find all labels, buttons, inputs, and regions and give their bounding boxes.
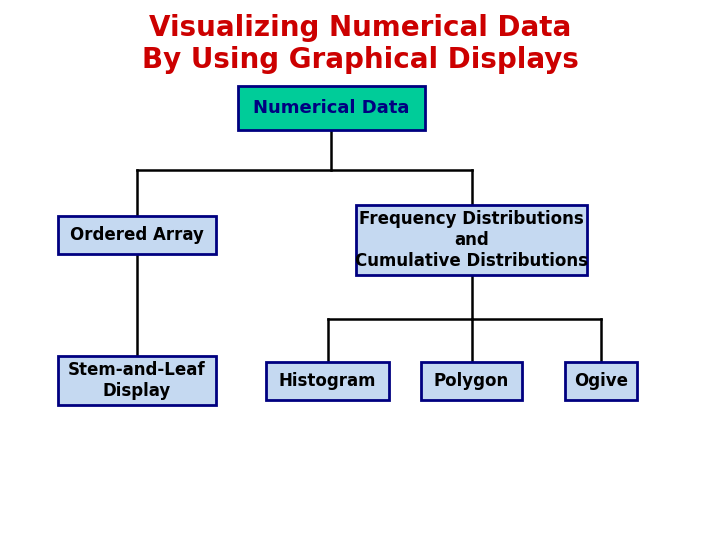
Text: Stem-and-Leaf
Display: Stem-and-Leaf Display: [68, 361, 206, 400]
Text: Ordered Array: Ordered Array: [70, 226, 204, 244]
FancyBboxPatch shape: [565, 362, 637, 400]
FancyBboxPatch shape: [238, 86, 425, 130]
Text: Frequency Distributions
and
Cumulative Distributions: Frequency Distributions and Cumulative D…: [355, 211, 588, 270]
Text: Histogram: Histogram: [279, 372, 377, 390]
Text: Visualizing Numerical Data
By Using Graphical Displays: Visualizing Numerical Data By Using Grap…: [142, 14, 578, 74]
FancyBboxPatch shape: [421, 362, 522, 400]
FancyBboxPatch shape: [356, 205, 587, 275]
Text: Numerical Data: Numerical Data: [253, 99, 410, 117]
Text: Polygon: Polygon: [434, 372, 509, 390]
FancyBboxPatch shape: [58, 356, 216, 405]
FancyBboxPatch shape: [58, 216, 216, 254]
Text: Ogive: Ogive: [575, 372, 628, 390]
FancyBboxPatch shape: [266, 362, 389, 400]
